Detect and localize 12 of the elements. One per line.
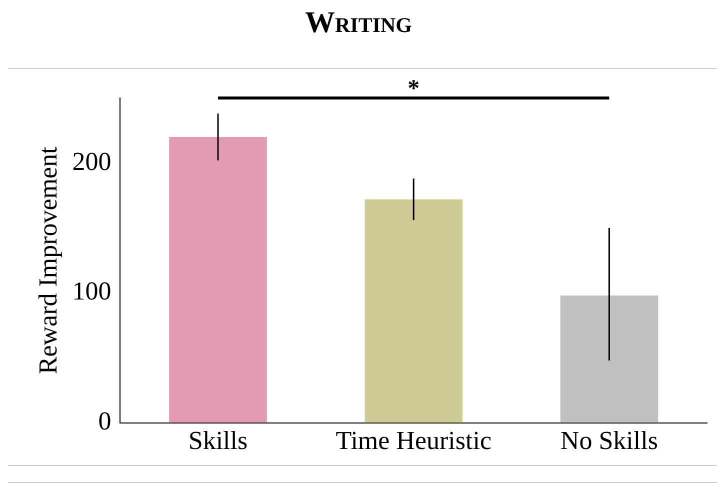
x-tick-label: Skills (188, 426, 248, 456)
y-tick-label: 200 (72, 146, 112, 176)
x-tick-label: No Skills (560, 426, 658, 456)
y-tick-label: 0 (98, 406, 112, 436)
bar (169, 136, 267, 423)
x-tick-label: Time Heuristic (336, 426, 492, 456)
annotation: * (408, 76, 420, 102)
y-tick-label: 100 (72, 276, 112, 306)
bar (364, 199, 462, 423)
chart-title: Writing (304, 6, 414, 40)
bar (560, 295, 658, 423)
y-axis-title: Reward Improvement (33, 146, 62, 374)
